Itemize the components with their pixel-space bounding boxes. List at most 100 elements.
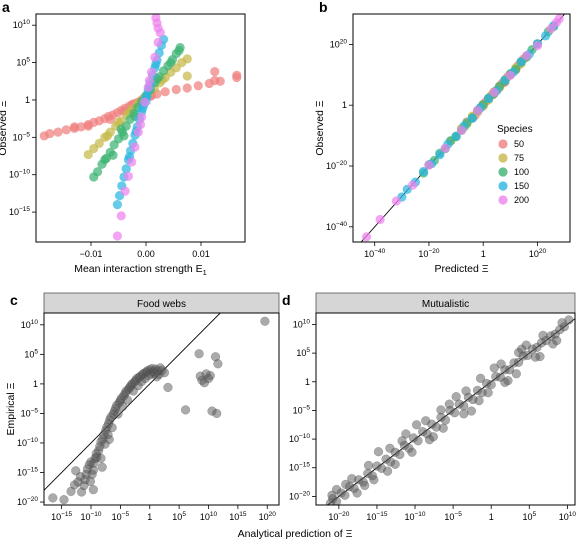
data-point — [373, 447, 384, 457]
y-tick-label: 10−15 — [17, 467, 38, 478]
panel-label: a — [2, 0, 10, 15]
data-point-150 — [516, 57, 526, 67]
data-point-75 — [182, 71, 192, 81]
x-tick-label: 1015 — [229, 511, 247, 522]
data-point-200 — [135, 120, 146, 130]
data-point-200 — [120, 186, 130, 196]
data-point — [459, 409, 469, 419]
panel-label: d — [282, 292, 291, 308]
data-point — [440, 415, 451, 425]
data-point — [421, 416, 431, 426]
plot-area — [44, 313, 270, 505]
data-point — [500, 377, 510, 387]
y-tick-label: 10−10 — [289, 433, 310, 444]
y-tick-label: 10−5 — [13, 131, 31, 142]
x-tick-label: 105 — [522, 511, 536, 522]
data-point — [461, 386, 471, 396]
data-point — [180, 405, 191, 415]
x-tick-label: 1 — [481, 249, 486, 259]
data-point-200 — [151, 14, 161, 23]
data-point-200 — [153, 37, 163, 48]
data-point — [424, 435, 435, 445]
data-point — [475, 373, 486, 383]
data-point — [413, 436, 423, 446]
data-point — [407, 447, 417, 457]
y-tick-label: 10−15 — [289, 462, 310, 473]
data-point-50 — [160, 87, 170, 97]
data-point — [163, 382, 173, 393]
data-point — [557, 318, 567, 328]
data-point — [436, 405, 446, 415]
data-point — [489, 363, 499, 373]
data-point-200 — [522, 51, 532, 61]
y-axis-label: Observed Ξ — [0, 100, 9, 155]
data-point — [327, 490, 337, 500]
data-point-150 — [435, 150, 445, 160]
data-point — [438, 423, 448, 433]
x-axis-label: Mean interaction strength E1 — [74, 263, 207, 277]
y-tick-label: 1020 — [330, 38, 348, 49]
legend-swatch-50 — [498, 139, 508, 149]
data-point — [107, 422, 117, 433]
y-tick-label: 1 — [342, 100, 347, 110]
data-point — [205, 370, 215, 381]
data-point — [390, 459, 400, 469]
y-tick-label: 1010 — [293, 318, 311, 329]
data-point-200 — [391, 196, 401, 206]
x-axis-label: Predicted Ξ — [434, 263, 488, 275]
data-point-200 — [424, 160, 434, 170]
data-point-50 — [61, 125, 71, 135]
y-tick-label: 10−20 — [326, 160, 347, 171]
data-point-50 — [76, 122, 86, 132]
data-point-50 — [193, 81, 203, 91]
data-point — [118, 401, 128, 411]
x-tick-label: 10−20 — [328, 511, 349, 522]
y-tick-label: 10−10 — [9, 169, 30, 180]
x-tick-label: 10−10 — [405, 511, 426, 522]
data-point-100 — [166, 57, 176, 68]
data-point-200 — [112, 231, 122, 241]
legend-swatch-100 — [498, 167, 508, 177]
legend-entry-75: 75 — [514, 153, 524, 163]
panel-label: b — [319, 0, 328, 15]
plot-frame — [352, 13, 571, 243]
data-point — [360, 480, 370, 491]
x-tick-label: 10−40 — [364, 248, 385, 259]
x-tick-label: 10−15 — [366, 511, 387, 522]
data-point-200 — [144, 75, 154, 86]
panel-b: b 10−40 10−20 1 1020 1020 1 10−20 10−40 Predicted… — [314, 0, 571, 275]
y-tick-label: 10−5 — [293, 404, 311, 415]
data-point-75 — [102, 131, 113, 141]
x-tick-label: 105 — [172, 511, 186, 522]
data-point — [113, 409, 123, 419]
plot-frame — [35, 13, 246, 243]
y-tick-label: 10−20 — [289, 490, 310, 501]
panel-a: a −0.01 0.00 0.01 1010 105 1 10−5 10−10 10−15 Mean… — [0, 0, 246, 277]
y-tick-label: 10−15 — [9, 206, 30, 217]
data-point-100 — [93, 167, 103, 177]
data-point — [474, 396, 484, 406]
data-point — [260, 316, 270, 326]
y-tick-label: 10−40 — [326, 221, 347, 232]
x-tick-label: 10−20 — [418, 248, 439, 259]
legend-entry-50: 50 — [514, 139, 524, 149]
data-point — [122, 395, 133, 405]
data-point-100 — [108, 150, 118, 160]
data-point — [459, 401, 469, 411]
x-tick-label: 1010 — [559, 511, 577, 522]
data-point — [48, 493, 58, 503]
data-point — [352, 488, 362, 498]
panel-d-strip-title: Mutualistic — [422, 299, 469, 310]
y-tick-label: 1 — [33, 379, 38, 389]
data-point — [451, 392, 461, 402]
y-tick-label: 1 — [25, 95, 30, 105]
x-tick-label: 0.01 — [192, 249, 210, 259]
data-point-50 — [210, 66, 220, 77]
data-point-200 — [137, 112, 147, 122]
data-point — [340, 490, 350, 500]
panel-d: Mutualistic d 10−20 10−15 10−10 10−5 1 105 1010 1… — [282, 292, 577, 522]
data-point-75 — [94, 138, 104, 148]
data-point-75 — [182, 54, 192, 64]
data-point-200 — [505, 70, 515, 81]
